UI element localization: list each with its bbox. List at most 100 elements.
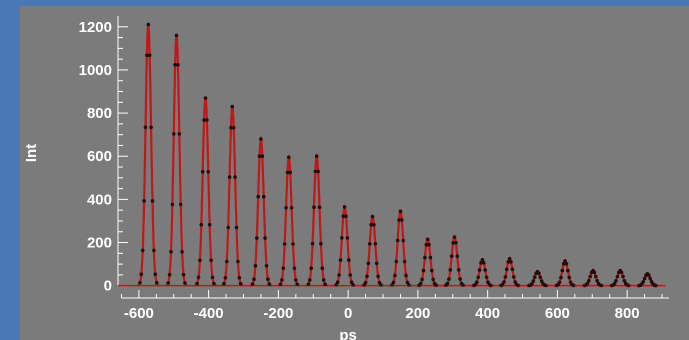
data-point	[226, 225, 230, 230]
data-point	[448, 268, 453, 272]
data-point	[183, 281, 187, 285]
data-point	[281, 266, 286, 271]
data-point	[477, 268, 482, 272]
data-point	[585, 281, 590, 286]
data-point	[260, 154, 265, 158]
data-point	[284, 206, 288, 210]
data-point	[653, 283, 658, 288]
data-point	[489, 283, 493, 288]
data-point	[599, 283, 604, 288]
data-point	[475, 280, 479, 285]
data-point	[177, 132, 182, 136]
data-point	[205, 118, 209, 122]
data-point	[366, 261, 371, 266]
data-point	[507, 256, 512, 261]
data-point	[294, 278, 298, 282]
data-point	[567, 275, 572, 280]
data-point	[312, 205, 316, 209]
data-point	[402, 259, 407, 264]
data-point	[564, 262, 569, 266]
fit-peak	[165, 35, 189, 287]
y-tick-label: 400	[87, 191, 112, 208]
data-point	[502, 280, 506, 284]
data-point	[223, 276, 228, 280]
data-point	[641, 280, 645, 284]
data-point	[203, 96, 208, 100]
data-point	[337, 273, 341, 277]
data-point	[200, 170, 205, 174]
x-tick-label: 0	[344, 305, 352, 322]
data-point	[619, 270, 624, 275]
fit-peak	[136, 24, 160, 287]
data-point	[434, 283, 438, 288]
data-point	[341, 214, 346, 218]
data-point	[539, 279, 544, 283]
data-point	[227, 175, 232, 179]
data-point	[291, 242, 295, 246]
data-point	[393, 273, 397, 278]
data-point	[342, 205, 347, 209]
data-point	[622, 279, 627, 283]
data-point	[395, 238, 400, 243]
data-point	[230, 104, 235, 109]
data-point	[530, 282, 534, 286]
y-tick-label: 800	[87, 105, 112, 122]
data-point	[612, 281, 617, 286]
data-point	[594, 274, 598, 279]
data-point	[418, 281, 423, 286]
y-tick-label: 600	[87, 148, 112, 165]
data-point	[152, 248, 156, 253]
data-point	[202, 118, 206, 122]
data-point	[427, 242, 431, 247]
data-points	[138, 22, 658, 288]
data-point	[365, 274, 369, 279]
data-point	[278, 282, 283, 287]
data-point	[267, 282, 272, 286]
data-point	[561, 262, 566, 266]
data-point	[173, 63, 177, 67]
data-point	[143, 125, 148, 130]
data-point	[142, 199, 146, 203]
x-tick-label: 400	[475, 305, 500, 322]
x-axis-title: ps	[339, 327, 357, 340]
data-point	[150, 199, 155, 203]
data-point	[306, 282, 311, 287]
fit-peak	[249, 135, 273, 287]
data-point	[510, 267, 515, 272]
x-tick-label: 600	[545, 305, 570, 322]
data-point	[560, 268, 565, 273]
data-point	[255, 236, 259, 240]
data-point	[456, 268, 461, 272]
data-point	[532, 275, 537, 280]
data-point	[229, 125, 233, 130]
data-point	[447, 277, 451, 281]
data-point	[234, 225, 239, 230]
data-point	[531, 279, 536, 283]
data-point	[323, 282, 327, 287]
data-point	[430, 268, 434, 273]
data-point	[428, 255, 433, 260]
data-point	[452, 235, 457, 239]
data-point	[147, 53, 152, 58]
data-point	[181, 272, 186, 277]
fit-peak	[194, 97, 217, 287]
data-point	[289, 206, 294, 210]
x-tick-label: -600	[124, 305, 154, 322]
x-tick-label: 800	[615, 305, 640, 322]
data-point	[139, 272, 144, 277]
data-point	[400, 218, 404, 222]
tick-labels: 0 200 400 600 800 1000 1200 -600 -400 -200 0 200 400…	[79, 19, 640, 322]
data-point	[505, 267, 509, 272]
data-point	[557, 280, 562, 285]
data-point	[479, 261, 483, 265]
data-point	[237, 276, 242, 280]
data-point	[506, 260, 511, 264]
data-point	[425, 237, 430, 242]
data-point	[253, 264, 258, 268]
data-point	[146, 22, 151, 27]
data-point	[261, 194, 266, 199]
y-tick-label: 1200	[79, 19, 112, 36]
data-point	[449, 254, 454, 258]
data-point	[225, 259, 229, 264]
data-point	[431, 277, 436, 282]
